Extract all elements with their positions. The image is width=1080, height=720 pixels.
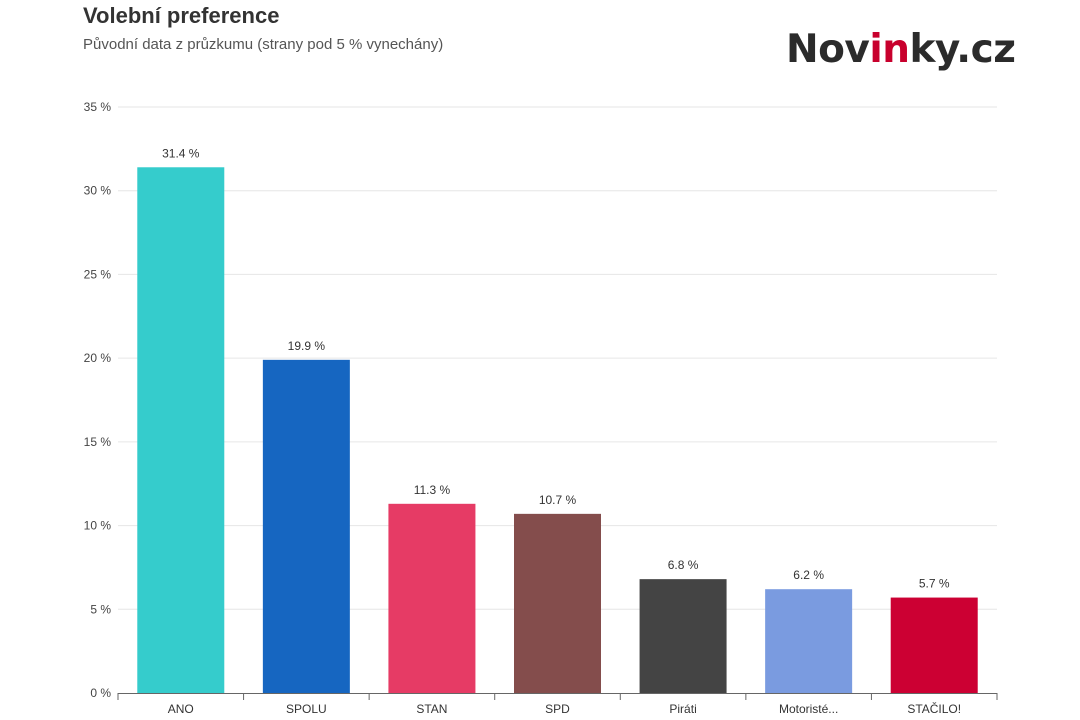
y-tick-label: 15 % xyxy=(84,435,112,449)
logo-part-2: in xyxy=(869,27,910,72)
y-tick-label: 10 % xyxy=(84,519,112,533)
bar-value-label: 11.3 % xyxy=(414,483,451,497)
bar-stailo xyxy=(890,597,978,693)
x-tick-label: SPOLU xyxy=(286,702,327,716)
y-tick-label: 0 % xyxy=(90,686,111,700)
bar-spd xyxy=(514,513,601,693)
bar-ano xyxy=(137,167,225,693)
bar-stan xyxy=(388,503,476,693)
y-tick-label: 25 % xyxy=(84,267,112,281)
y-tick-label: 5 % xyxy=(90,602,111,616)
logo-part-3: ky.cz xyxy=(909,27,1016,72)
x-tick-label: Motoristé... xyxy=(779,702,838,716)
bar-value-label: 6.8 % xyxy=(668,558,699,572)
x-tick-label: Piráti xyxy=(669,702,696,716)
chart-subtitle: Původní data z průzkumu (strany pod 5 % … xyxy=(83,36,444,53)
y-axis-ticks: 0 % 5 % 10 % 15 % 20 % 25 % 30 % 35 % xyxy=(84,100,112,700)
x-tick-label: STAN xyxy=(416,702,447,716)
y-tick-label: 30 % xyxy=(84,184,112,198)
y-tick-label: 20 % xyxy=(84,351,112,365)
bar-value-label: 5.7 % xyxy=(919,577,950,591)
bar-motorist xyxy=(765,589,853,693)
x-tick-label: STAČILO! xyxy=(907,701,961,716)
x-tick-label: ANO xyxy=(168,702,194,716)
bar-value-label: 31.4 % xyxy=(162,146,200,160)
bar-value-label: 6.2 % xyxy=(793,568,824,582)
novinky-logo: Novinky.cz xyxy=(786,27,1016,72)
bar-spolu xyxy=(262,359,350,693)
bar-pirti xyxy=(639,579,727,693)
bars: 31.4 % 19.9 % 11.3 % 10.7 % 6.8 % 6.2 % 5.7 % xyxy=(137,146,978,693)
bar-value-label: 19.9 % xyxy=(288,339,326,353)
x-tick-label: SPD xyxy=(545,702,570,716)
logo-part-1: Nov xyxy=(786,27,870,72)
x-axis: ANO SPOLU STAN SPD Piráti Motoristé... STAČILO… xyxy=(117,693,998,716)
bar-value-label: 10.7 % xyxy=(539,493,577,507)
y-tick-label: 35 % xyxy=(84,100,112,114)
chart-title: Volební preference xyxy=(83,3,280,28)
